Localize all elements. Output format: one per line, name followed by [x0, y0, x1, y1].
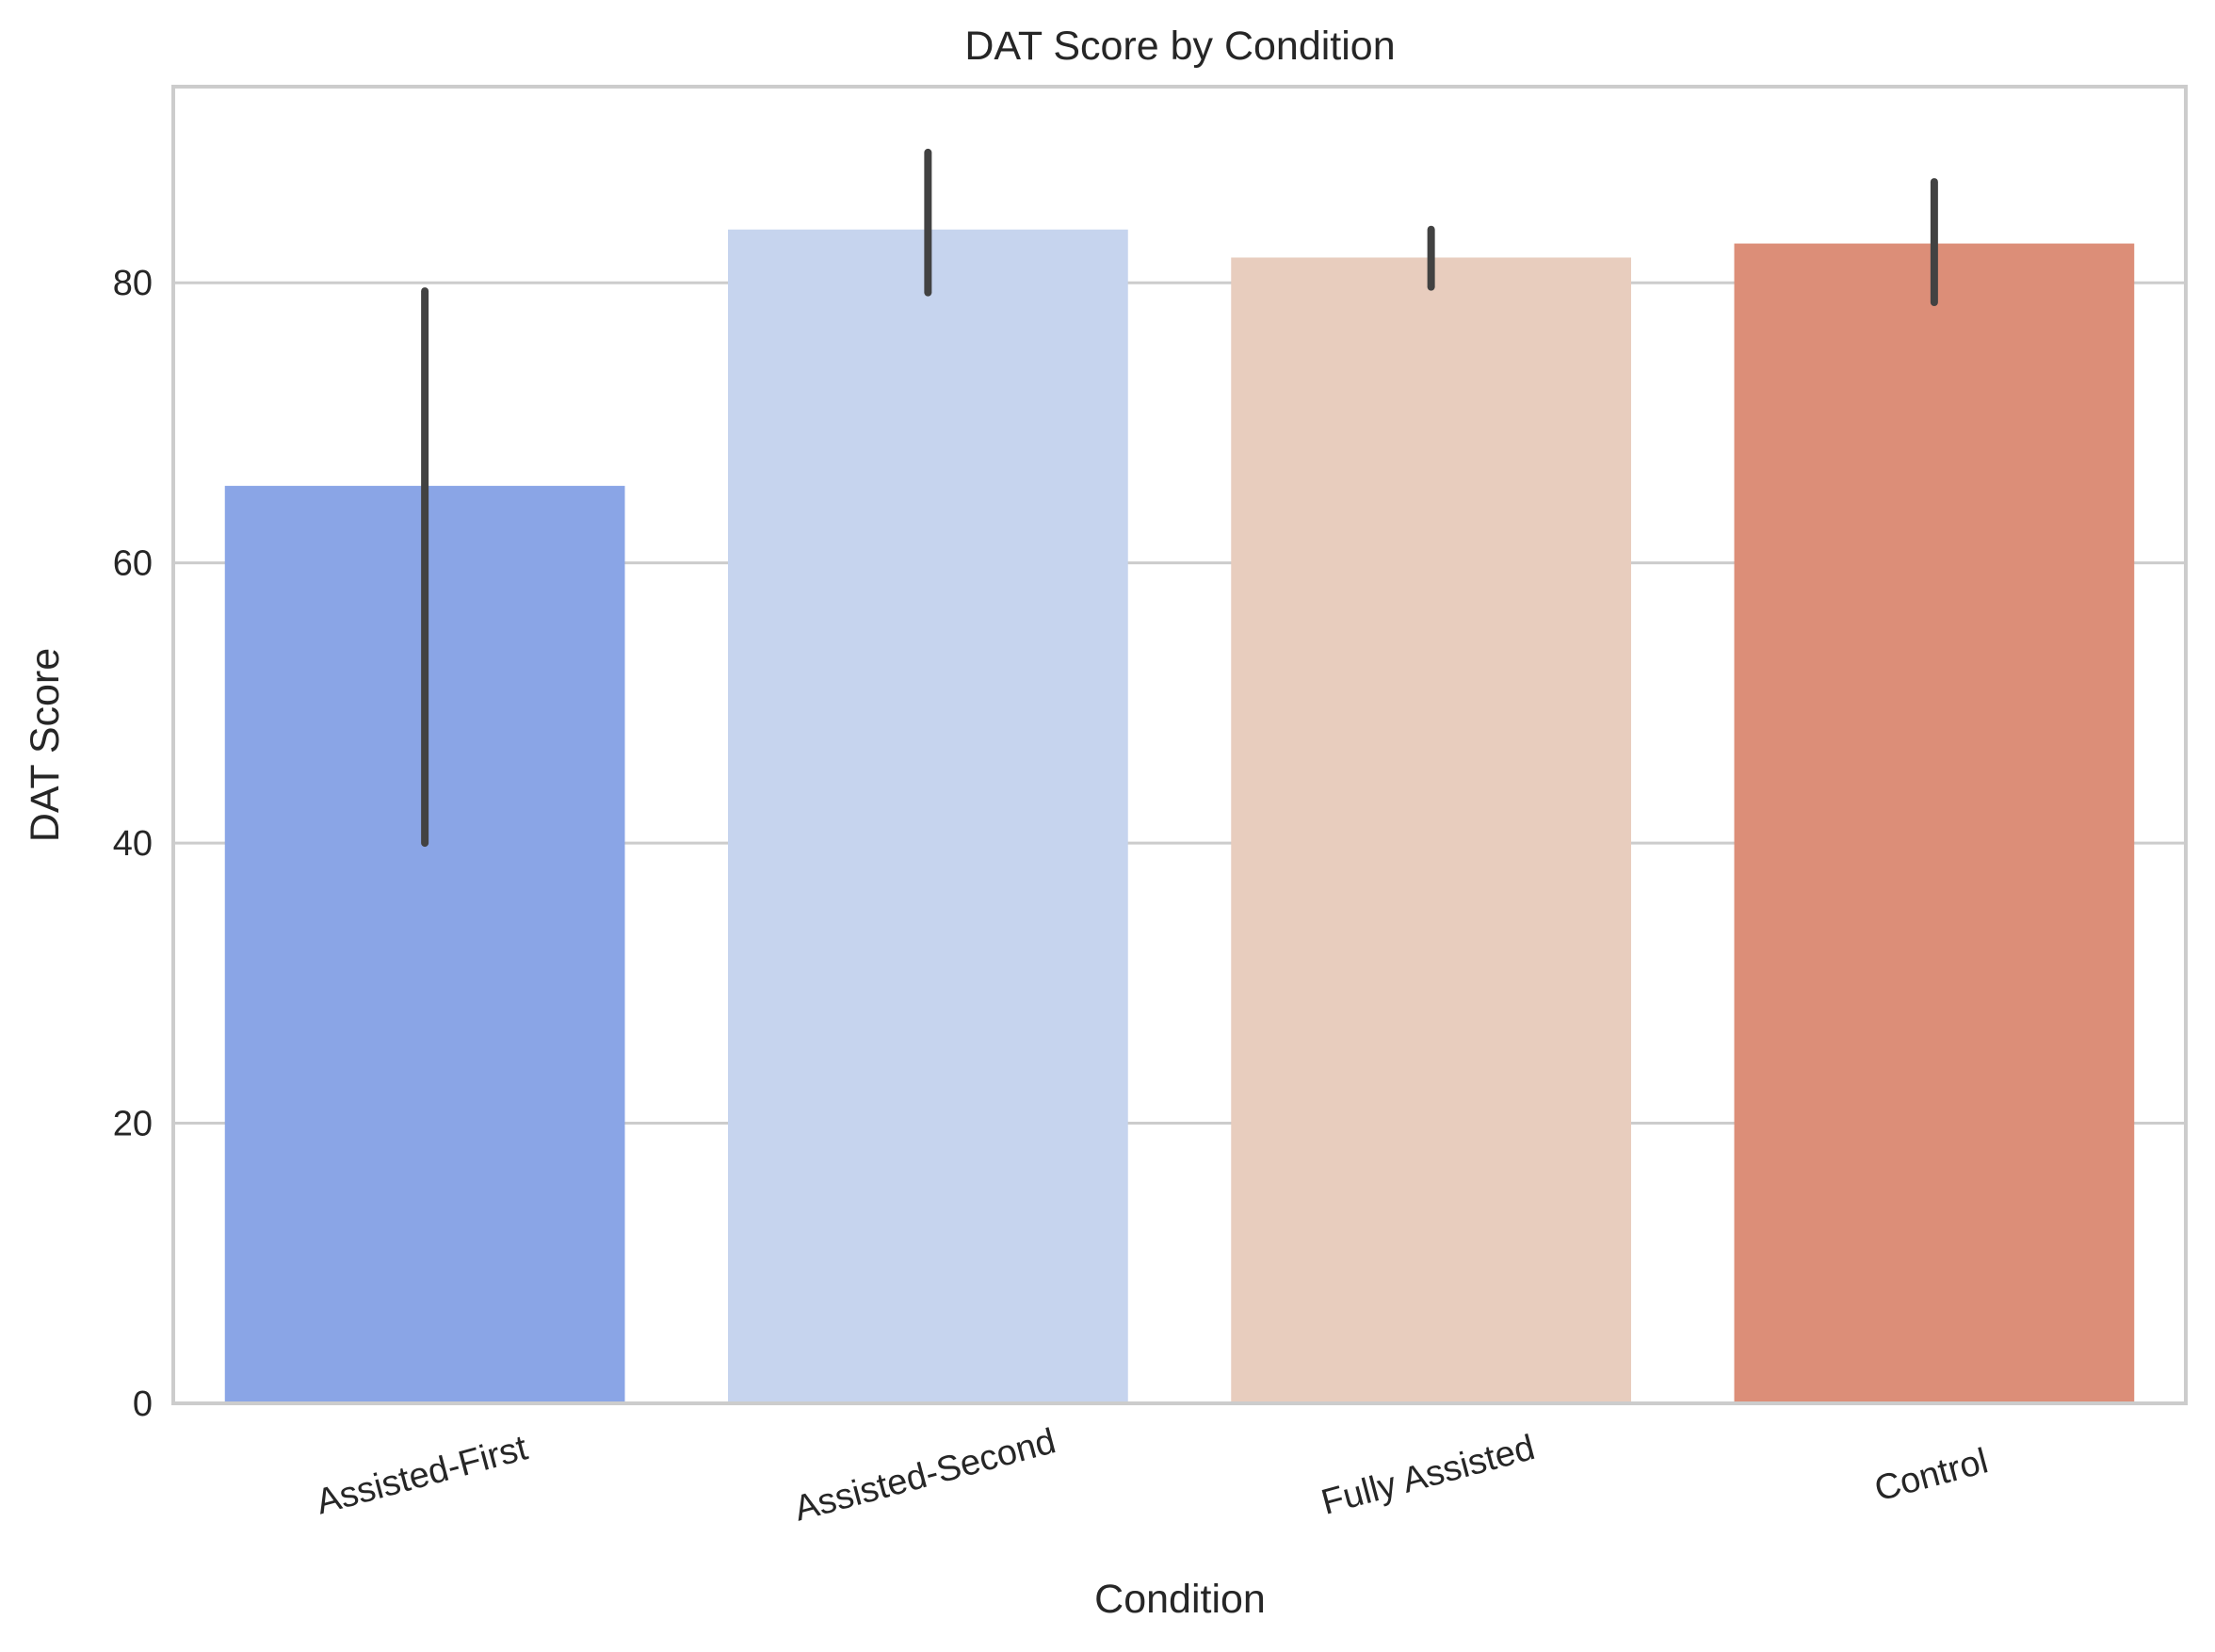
y-tick-label: 40 — [113, 824, 153, 864]
y-tick-labels: 0 20 40 60 80 — [113, 264, 153, 1424]
bar-control — [1734, 243, 2135, 1404]
x-tick-label: Control — [1870, 1441, 1992, 1509]
x-axis-label: Condition — [1094, 1577, 1266, 1622]
bar-assisted-second — [728, 229, 1128, 1403]
y-tick-label: 20 — [113, 1105, 153, 1144]
error-bars — [421, 148, 1938, 848]
y-tick-label: 60 — [113, 544, 153, 584]
bars — [224, 229, 2135, 1404]
x-tick-label: Fully Assisted — [1318, 1428, 1539, 1523]
x-tick-label: Assisted-First — [312, 1428, 532, 1522]
x-tick-labels: Assisted-First Assisted-Second Fully Assis… — [312, 1421, 1992, 1529]
chart-title: DAT Score by Condition — [964, 24, 1395, 69]
y-axis-label: DAT Score — [23, 648, 68, 842]
y-tick-label: 80 — [113, 264, 153, 303]
bar-fully-assisted — [1231, 257, 1631, 1403]
x-tick-label: Assisted-Second — [790, 1421, 1059, 1529]
plot-frame — [171, 85, 2188, 1405]
y-tick-label: 0 — [133, 1385, 153, 1424]
